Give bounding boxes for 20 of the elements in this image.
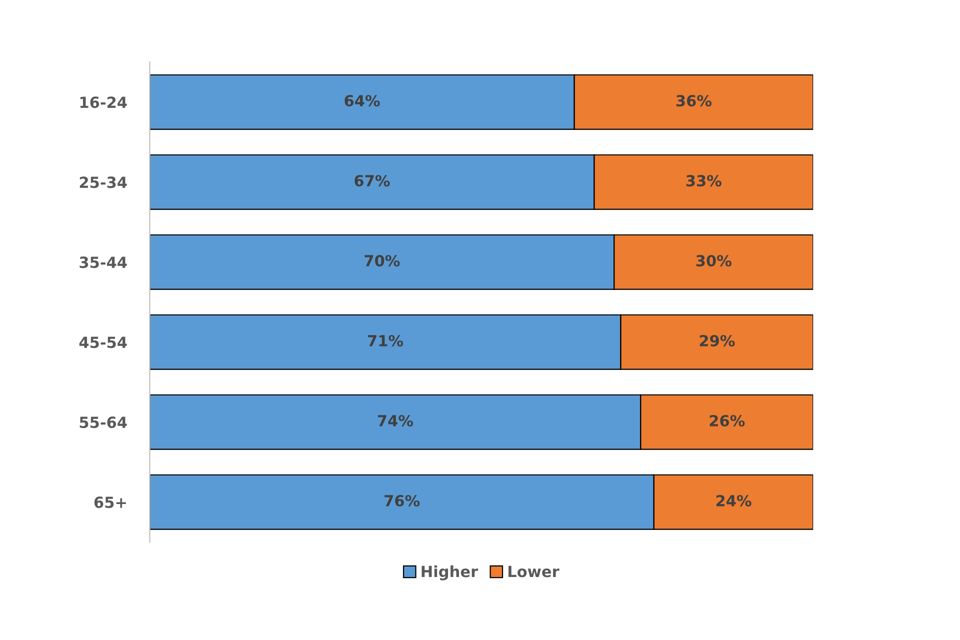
data-label: 36% (676, 94, 712, 107)
y-tick-label: 16-24 (80, 96, 127, 108)
data-label: 33% (686, 174, 722, 187)
legend-label: Lower (508, 566, 560, 578)
data-label: 64% (344, 94, 380, 107)
y-tick-label: 45-54 (79, 336, 127, 348)
data-label: 71% (368, 334, 404, 347)
legend-label: Higher (422, 565, 478, 580)
data-label: 24% (716, 494, 752, 507)
data-label: 74% (378, 414, 413, 427)
y-tick-label: 35-44 (80, 256, 127, 268)
data-label: 76% (384, 494, 420, 507)
data-label: 70% (364, 254, 400, 267)
y-tick-label: 55-64 (80, 416, 127, 428)
data-label: 29% (700, 334, 735, 347)
y-tick-label: 25-34 (80, 176, 127, 188)
y-tick-label: 65+ (94, 496, 126, 508)
data-label: 26% (710, 414, 745, 427)
data-label: 67% (354, 174, 390, 187)
data-label: 30% (696, 254, 732, 267)
